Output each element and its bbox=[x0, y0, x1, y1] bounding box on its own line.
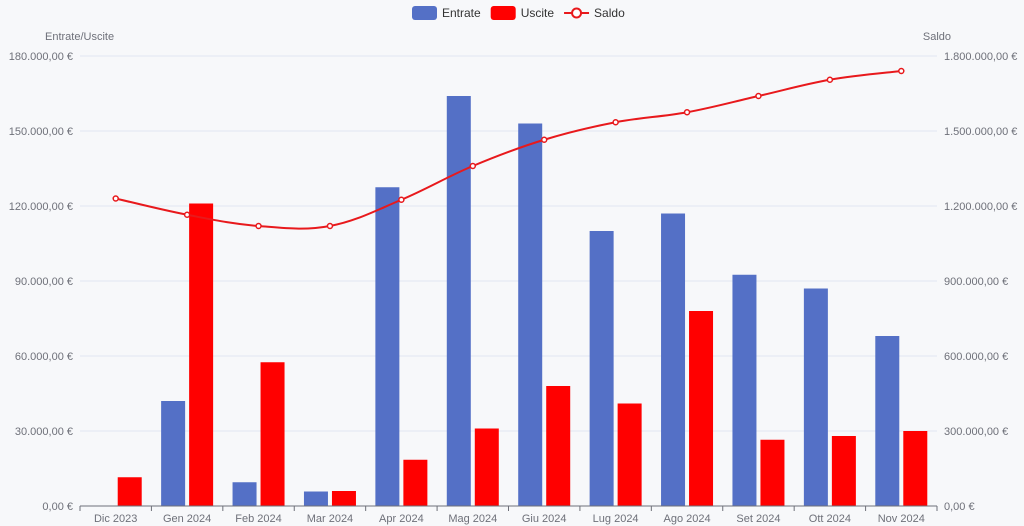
bar-uscite[interactable] bbox=[189, 203, 214, 507]
left-tick-label: 120.000,00 € bbox=[9, 201, 73, 213]
left-tick-label: 0,00 € bbox=[42, 501, 73, 513]
legend-item-saldo[interactable]: Saldo bbox=[564, 6, 625, 20]
left-tick-label: 30.000,00 € bbox=[15, 426, 73, 438]
right-tick-label: 1.200.000,00 € bbox=[944, 201, 1017, 213]
legend[interactable]: Entrate Uscite Saldo bbox=[412, 6, 625, 20]
left-axis-title: Entrate/Uscite bbox=[45, 31, 114, 43]
left-tick-label: 180.000,00 € bbox=[9, 51, 73, 63]
bar-entrate[interactable] bbox=[803, 288, 828, 507]
right-tick-label: 1.800.000,00 € bbox=[944, 51, 1017, 63]
x-tick-label: Mag 2024 bbox=[448, 513, 497, 525]
saldo-point[interactable] bbox=[112, 195, 119, 202]
x-tick-label: Dic 2023 bbox=[94, 513, 137, 525]
saldo-point[interactable] bbox=[683, 109, 691, 116]
right-tick-label: 0,00 € bbox=[944, 501, 975, 513]
bar-entrate[interactable] bbox=[518, 123, 543, 507]
bar-uscite[interactable] bbox=[117, 477, 142, 506]
saldo-line bbox=[112, 67, 905, 230]
saldo-point[interactable] bbox=[398, 196, 405, 203]
bar-entrate[interactable] bbox=[446, 96, 471, 506]
left-tick-label: 60.000,00 € bbox=[15, 351, 73, 363]
saldo-point[interactable] bbox=[326, 222, 334, 230]
bar-entrate[interactable] bbox=[732, 274, 757, 506]
legend-swatch-entrate bbox=[412, 6, 437, 20]
legend-label-entrate: Entrate bbox=[442, 6, 481, 20]
x-tick-label: Lug 2024 bbox=[593, 513, 639, 525]
x-tick-label: Set 2024 bbox=[736, 513, 780, 525]
bar-entrate[interactable] bbox=[589, 231, 614, 506]
x-tick-label: Apr 2024 bbox=[379, 513, 424, 525]
saldo-point[interactable] bbox=[469, 162, 477, 170]
bar-uscite[interactable] bbox=[617, 403, 642, 507]
x-tick-label: Giu 2024 bbox=[522, 513, 567, 525]
left-tick-label: 150.000,00 € bbox=[9, 126, 73, 138]
bar-uscite[interactable] bbox=[689, 311, 714, 506]
right-tick-label: 1.500.000,00 € bbox=[944, 126, 1017, 138]
saldo-line-path bbox=[115, 70, 902, 230]
legend-label-saldo: Saldo bbox=[594, 6, 625, 20]
bar-uscite[interactable] bbox=[546, 386, 571, 506]
legend-item-uscite[interactable]: Uscite bbox=[490, 6, 555, 20]
x-tick-label: Ott 2024 bbox=[809, 513, 851, 525]
bar-uscite[interactable] bbox=[260, 362, 285, 506]
bar-uscite[interactable] bbox=[831, 436, 856, 506]
saldo-point[interactable] bbox=[255, 222, 262, 230]
saldo-point[interactable] bbox=[540, 136, 548, 143]
right-axis-title: Saldo bbox=[923, 31, 951, 43]
legend-label-uscite: Uscite bbox=[521, 6, 555, 20]
bar-entrate[interactable] bbox=[232, 482, 257, 506]
left-tick-label: 90.000,00 € bbox=[15, 276, 73, 288]
bar-entrate[interactable] bbox=[375, 187, 400, 506]
right-tick-label: 900.000,00 € bbox=[944, 276, 1008, 288]
x-tick-label: Gen 2024 bbox=[163, 513, 211, 525]
saldo-point[interactable] bbox=[612, 119, 619, 126]
saldo-point[interactable] bbox=[826, 76, 834, 83]
saldo-point[interactable] bbox=[183, 211, 191, 218]
bar-uscite[interactable] bbox=[903, 431, 928, 506]
saldo-point[interactable] bbox=[898, 67, 905, 75]
axes: 0,00 € 0,00 € 30.000,00 € 300.000,00 € 60.00… bbox=[9, 51, 1018, 525]
legend-swatch-marker bbox=[571, 7, 583, 19]
bar-entrate[interactable] bbox=[161, 401, 186, 506]
bar-uscite[interactable] bbox=[760, 439, 785, 506]
grid-lines bbox=[80, 55, 937, 432]
bar-entrate[interactable] bbox=[303, 491, 328, 507]
right-tick-label: 300.000,00 € bbox=[944, 426, 1008, 438]
x-tick-label: Feb 2024 bbox=[235, 513, 281, 525]
legend-swatch-uscite bbox=[490, 6, 516, 20]
x-tick-label: Nov 2024 bbox=[878, 513, 925, 525]
bar-uscite[interactable] bbox=[474, 428, 499, 507]
right-tick-label: 600.000,00 € bbox=[944, 351, 1008, 363]
bar-uscite[interactable] bbox=[403, 459, 428, 506]
bar-entrate[interactable] bbox=[875, 336, 900, 506]
bar-uscite[interactable] bbox=[331, 491, 356, 506]
bars bbox=[117, 96, 928, 507]
x-tick-label: Mar 2024 bbox=[307, 513, 353, 525]
saldo-point[interactable] bbox=[755, 92, 762, 100]
legend-item-entrate[interactable]: Entrate bbox=[412, 6, 481, 20]
bar-entrate[interactable] bbox=[661, 213, 686, 507]
x-tick-label: Ago 2024 bbox=[663, 513, 710, 525]
